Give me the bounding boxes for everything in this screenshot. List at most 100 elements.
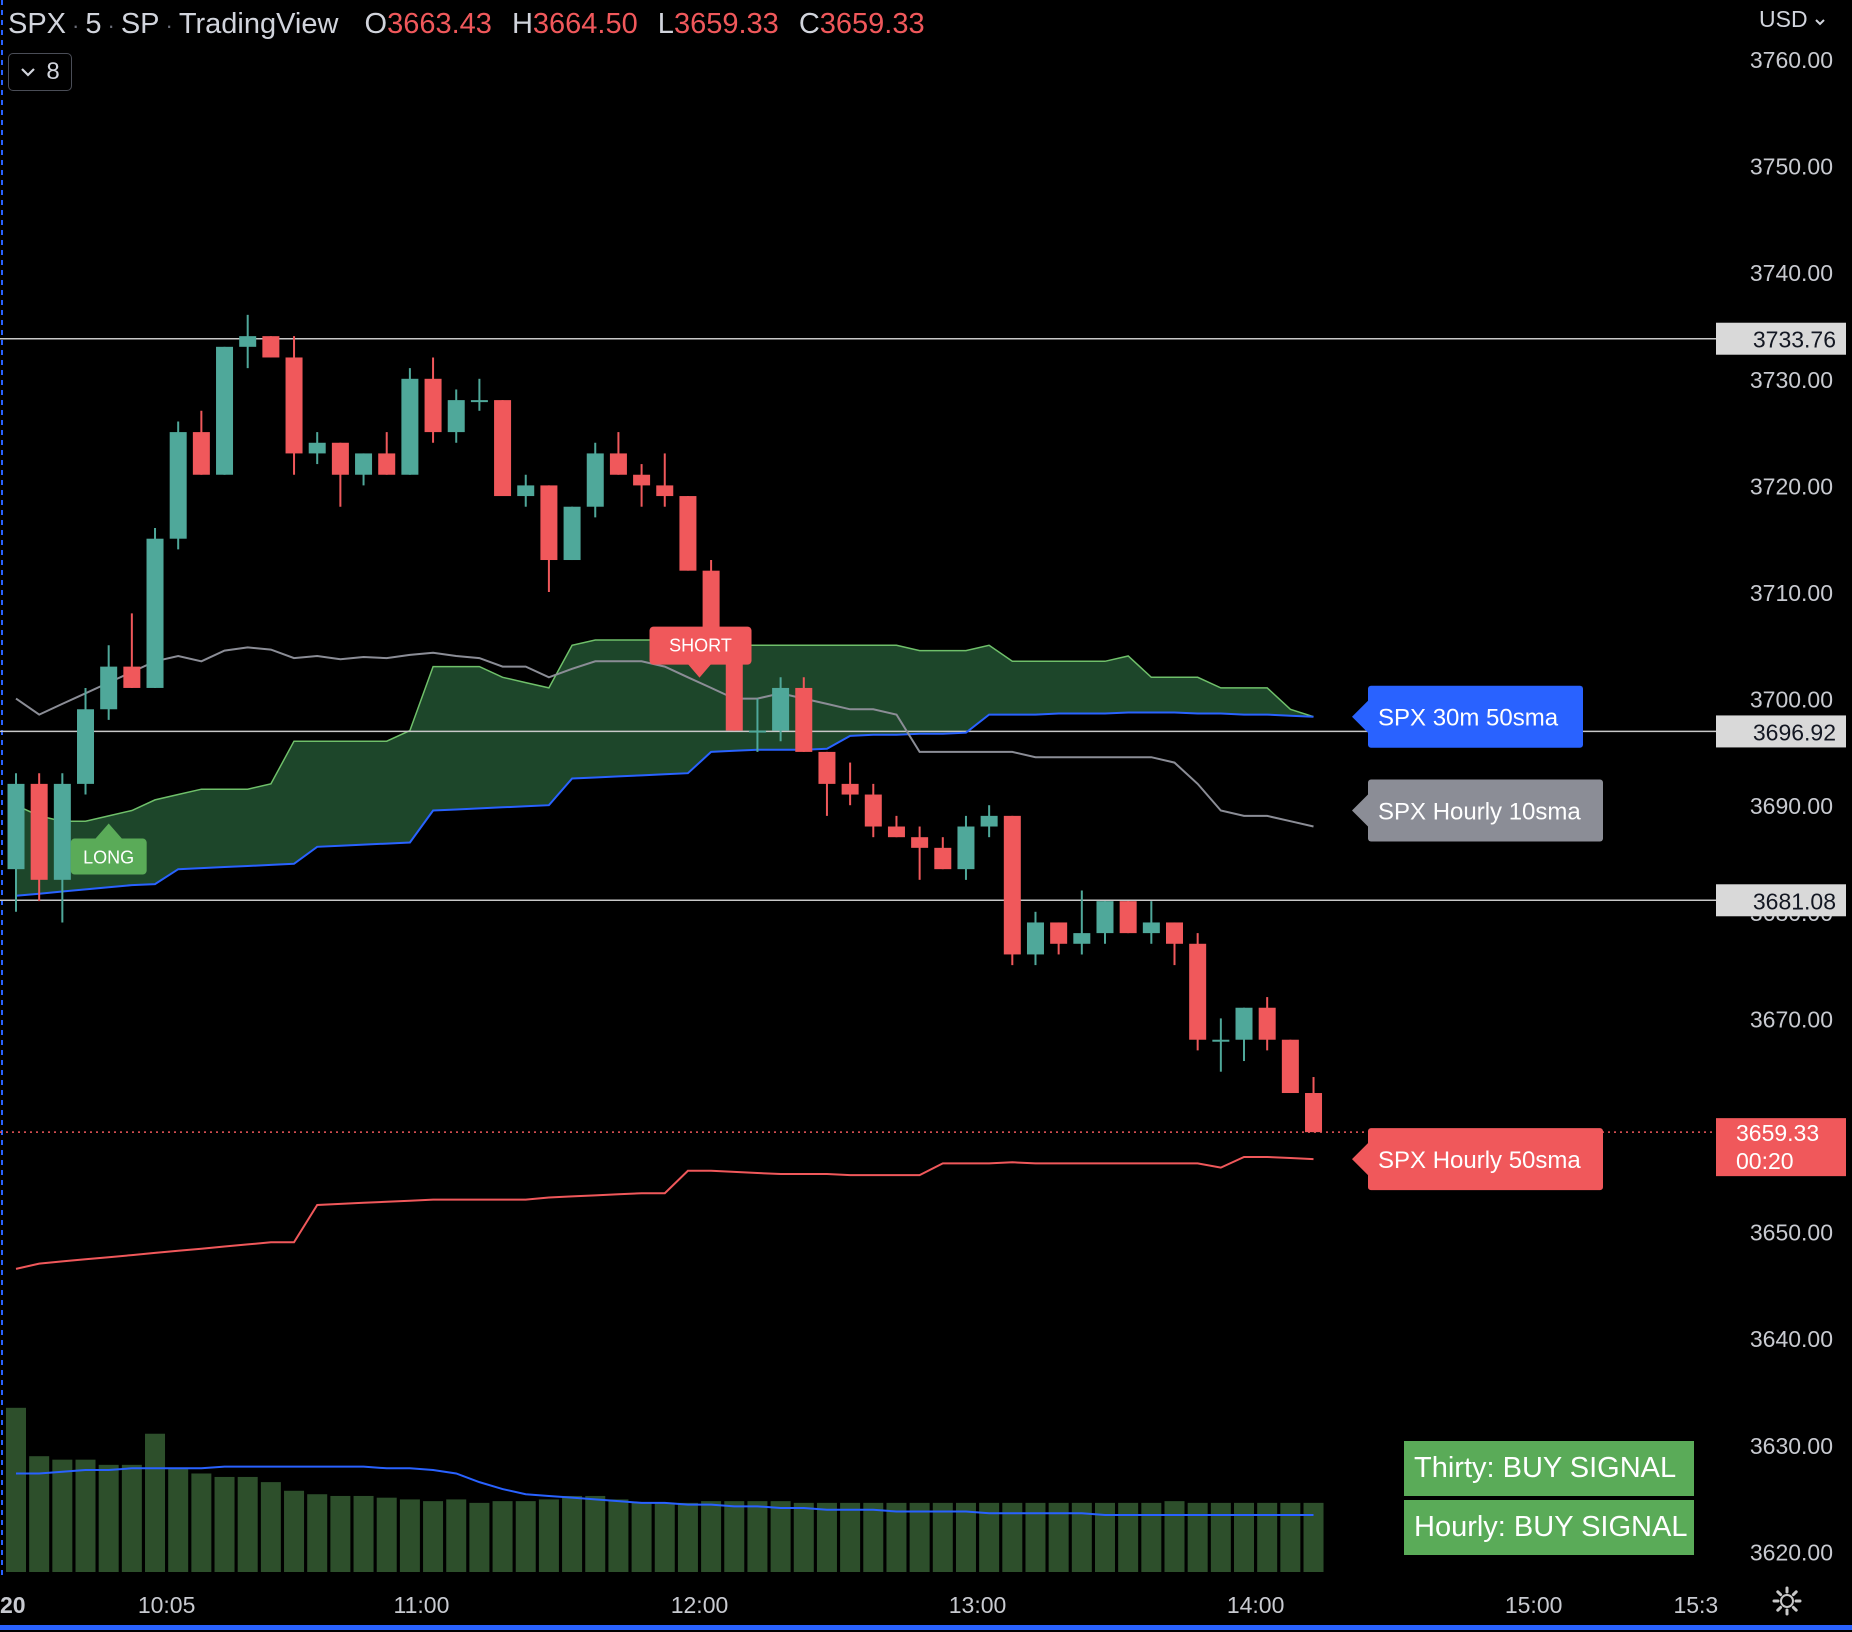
candle-body: [586, 453, 604, 507]
candle-body: [1026, 922, 1044, 955]
chevron-down-icon: [1815, 19, 1825, 26]
candle-body: [192, 432, 210, 475]
separator: ·: [72, 13, 80, 38]
series-label-box: [1368, 1128, 1603, 1191]
candle-body: [656, 485, 674, 497]
candle-body: [563, 506, 581, 561]
y-tick-label: 3730.00: [1750, 367, 1833, 393]
candle-body: [331, 442, 349, 475]
candle: [1281, 1039, 1299, 1094]
series-label[interactable]: SPX Hourly 50sma: [1352, 1128, 1603, 1191]
volume-bar: [863, 1502, 884, 1572]
candle-body: [517, 485, 535, 497]
series-labels[interactable]: SPX 30m 50sma SPX Hourly 10sma SPX Hourly …: [1352, 685, 1603, 1191]
volume-bar: [399, 1499, 420, 1572]
candle: [494, 400, 512, 497]
candle: [216, 346, 234, 475]
candle: [262, 336, 280, 358]
candle: [123, 613, 141, 688]
volume-bar: [145, 1433, 166, 1572]
series-label-text: SPX Hourly 50sma: [1378, 1147, 1581, 1174]
currency-selector[interactable]: USD: [1759, 6, 1826, 33]
candle: [100, 645, 118, 720]
price-axis[interactable]: 3760.00 3750.00 3740.00 3730.00 3720.00 3710.…: [1716, 47, 1846, 1565]
candle-body: [609, 453, 627, 475]
symbol[interactable]: SPX: [8, 8, 67, 40]
volume-bar: [492, 1501, 513, 1572]
open-label: O: [364, 8, 388, 40]
volume-bar: [1002, 1502, 1023, 1572]
volume-bar: [29, 1456, 50, 1572]
candle: [192, 410, 210, 475]
candlesticks[interactable]: [7, 314, 1323, 1133]
candle-body: [239, 336, 257, 347]
candle-body: [169, 432, 187, 539]
candle: [1119, 901, 1137, 934]
x-tick-label: 10:05: [138, 1592, 196, 1618]
candle-body: [795, 687, 813, 752]
time-axis[interactable]: 20 10:05 11:00 12:00 13:00 14:00 15:00 15:3: [0, 1592, 1718, 1618]
chart-header: SPX · 5 · SP · TradingView O3663.43 H3664.50 L…: [8, 8, 925, 41]
candle-body: [308, 442, 326, 454]
ichimoku-cloud: [15, 639, 1314, 896]
candle-body: [447, 400, 465, 433]
volume-bar: [677, 1502, 698, 1572]
candle: [609, 432, 627, 475]
volume-bar: [955, 1502, 976, 1572]
indicators-count: 8: [46, 58, 60, 85]
volume-bar: [1210, 1502, 1231, 1572]
candle-body: [934, 847, 952, 870]
candle: [308, 432, 326, 465]
price-line-label: 3733.76: [1716, 322, 1846, 355]
series-label-box: [1368, 779, 1603, 842]
volume-bar: [1118, 1502, 1139, 1572]
price-line-label-text: 3696.92: [1753, 719, 1836, 745]
candle: [795, 677, 813, 752]
volume-bar: [1094, 1502, 1115, 1572]
candle: [1026, 911, 1044, 966]
y-tick-label: 3640.00: [1750, 1326, 1833, 1352]
candle: [586, 442, 604, 518]
interval[interactable]: 5: [85, 8, 102, 40]
series-label[interactable]: SPX Hourly 10sma: [1352, 779, 1603, 842]
candle-body: [123, 666, 141, 688]
volume-bar: [1187, 1502, 1208, 1572]
y-tick-label: 3700.00: [1750, 687, 1833, 713]
candle: [679, 496, 697, 571]
volume-bar: [376, 1497, 397, 1572]
candle-body: [100, 666, 118, 710]
candle-body: [725, 645, 743, 731]
candle: [1096, 901, 1114, 944]
candle: [1189, 933, 1207, 1051]
candle-body: [1119, 901, 1137, 934]
price-line-label-text: 3733.76: [1753, 327, 1836, 353]
candle-body: [818, 751, 836, 784]
volume-bar: [1280, 1502, 1301, 1572]
candle: [1003, 815, 1021, 966]
candle-body: [494, 400, 512, 497]
volume-bar: [75, 1459, 96, 1572]
x-tick-label: 15:00: [1505, 1592, 1563, 1618]
indicators-toggle-button[interactable]: 8: [8, 53, 72, 91]
series-label-arrow: [1352, 794, 1368, 827]
candle-body: [1235, 1007, 1253, 1040]
series-line: [15, 1156, 1314, 1270]
close-value: 3659.33: [819, 8, 925, 40]
candle: [53, 773, 71, 923]
candle: [818, 751, 836, 816]
bottom-highlight-bar: [0, 1625, 1852, 1630]
candle-body: [887, 826, 905, 838]
volume-bar: [307, 1494, 328, 1572]
volume-bar: [423, 1501, 444, 1572]
y-tick-label: 3670.00: [1750, 1006, 1833, 1032]
candle: [1050, 922, 1068, 955]
candle: [1258, 997, 1276, 1051]
short-marker-label: SHORT: [669, 636, 732, 656]
series-label-text: SPX Hourly 10sma: [1378, 799, 1581, 826]
series-line: [15, 711, 1314, 897]
volume-bar: [1025, 1502, 1046, 1572]
series-label[interactable]: SPX 30m 50sma: [1352, 685, 1583, 748]
gear-icon[interactable]: [1772, 1586, 1802, 1616]
